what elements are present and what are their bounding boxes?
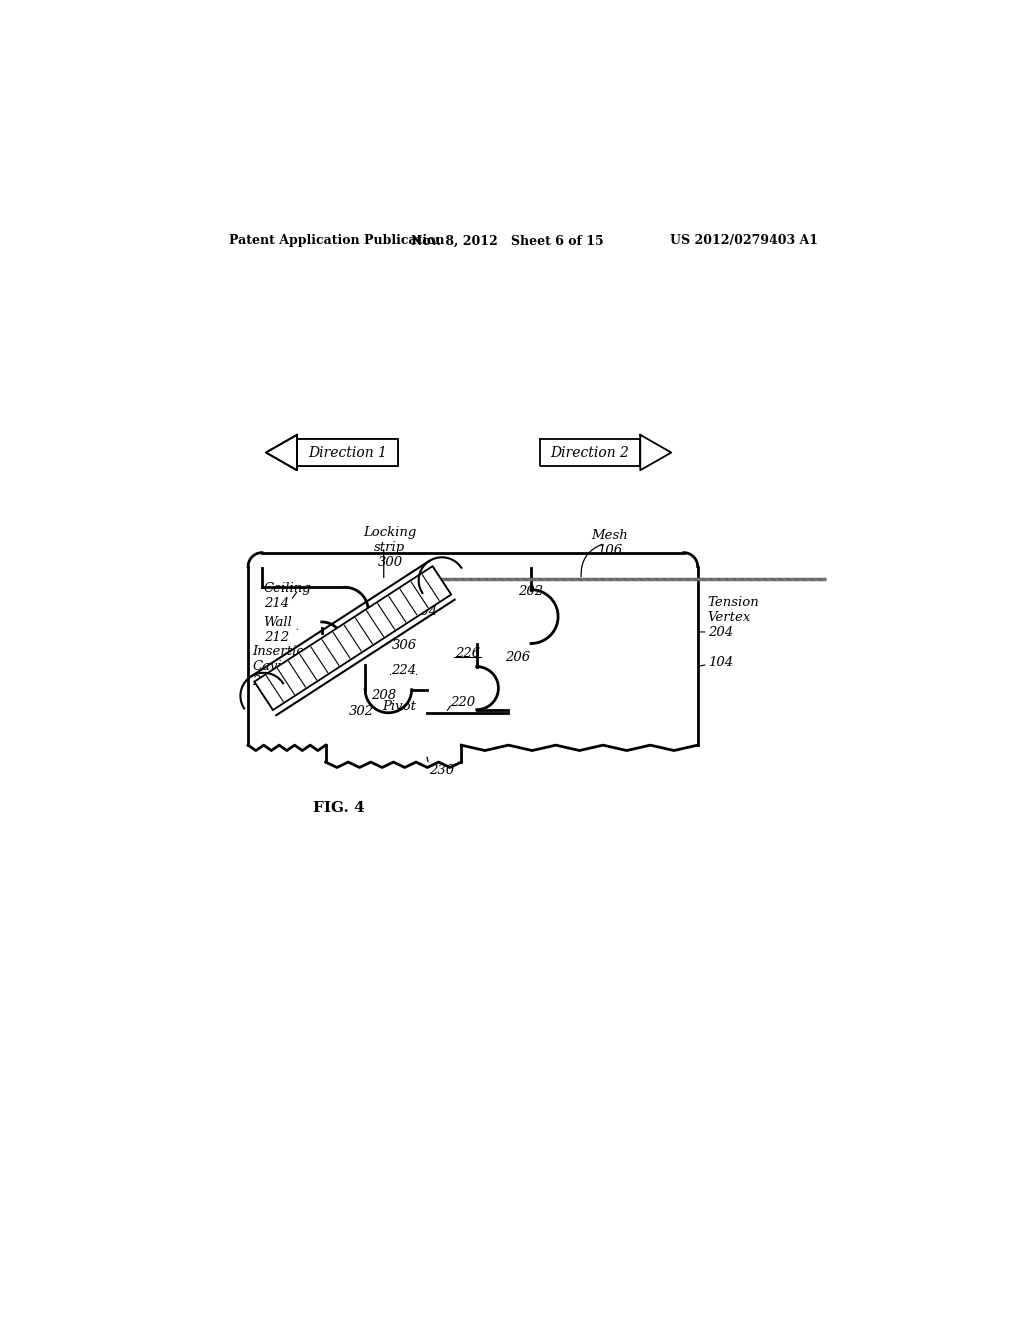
Text: 224: 224	[390, 664, 416, 677]
Text: Mesh
106: Mesh 106	[592, 529, 629, 557]
Text: Direction 1: Direction 1	[308, 446, 387, 459]
Text: 226: 226	[455, 647, 480, 660]
Polygon shape	[254, 566, 452, 710]
Text: 220: 220	[450, 696, 475, 709]
Text: Patent Application Publication: Patent Application Publication	[228, 234, 444, 247]
Text: Direction 2: Direction 2	[551, 446, 630, 459]
Text: Tension
Vertex
204: Tension Vertex 204	[708, 595, 760, 639]
Text: Nov. 8, 2012   Sheet 6 of 15: Nov. 8, 2012 Sheet 6 of 15	[411, 234, 603, 247]
Text: 302: 302	[349, 705, 374, 718]
Text: FIG. 4: FIG. 4	[313, 800, 365, 814]
Text: 230: 230	[429, 764, 454, 777]
Text: Wall
212: Wall 212	[263, 616, 293, 644]
Text: US 2012/0279403 A1: US 2012/0279403 A1	[671, 234, 818, 247]
Bar	[540, 438, 640, 466]
Text: 304: 304	[414, 605, 438, 618]
Bar	[297, 438, 397, 466]
Text: Pivot: Pivot	[382, 700, 416, 713]
Text: 206: 206	[506, 651, 530, 664]
Text: Locking
strip
300: Locking strip 300	[364, 525, 417, 569]
Text: 306: 306	[391, 639, 417, 652]
Text: 208: 208	[371, 689, 395, 702]
Text: 202: 202	[518, 585, 543, 598]
Text: Insertion
Cavity
210: Insertion Cavity 210	[252, 645, 313, 688]
Text: Ceiling
214: Ceiling 214	[263, 582, 311, 610]
Text: 104: 104	[708, 656, 733, 669]
